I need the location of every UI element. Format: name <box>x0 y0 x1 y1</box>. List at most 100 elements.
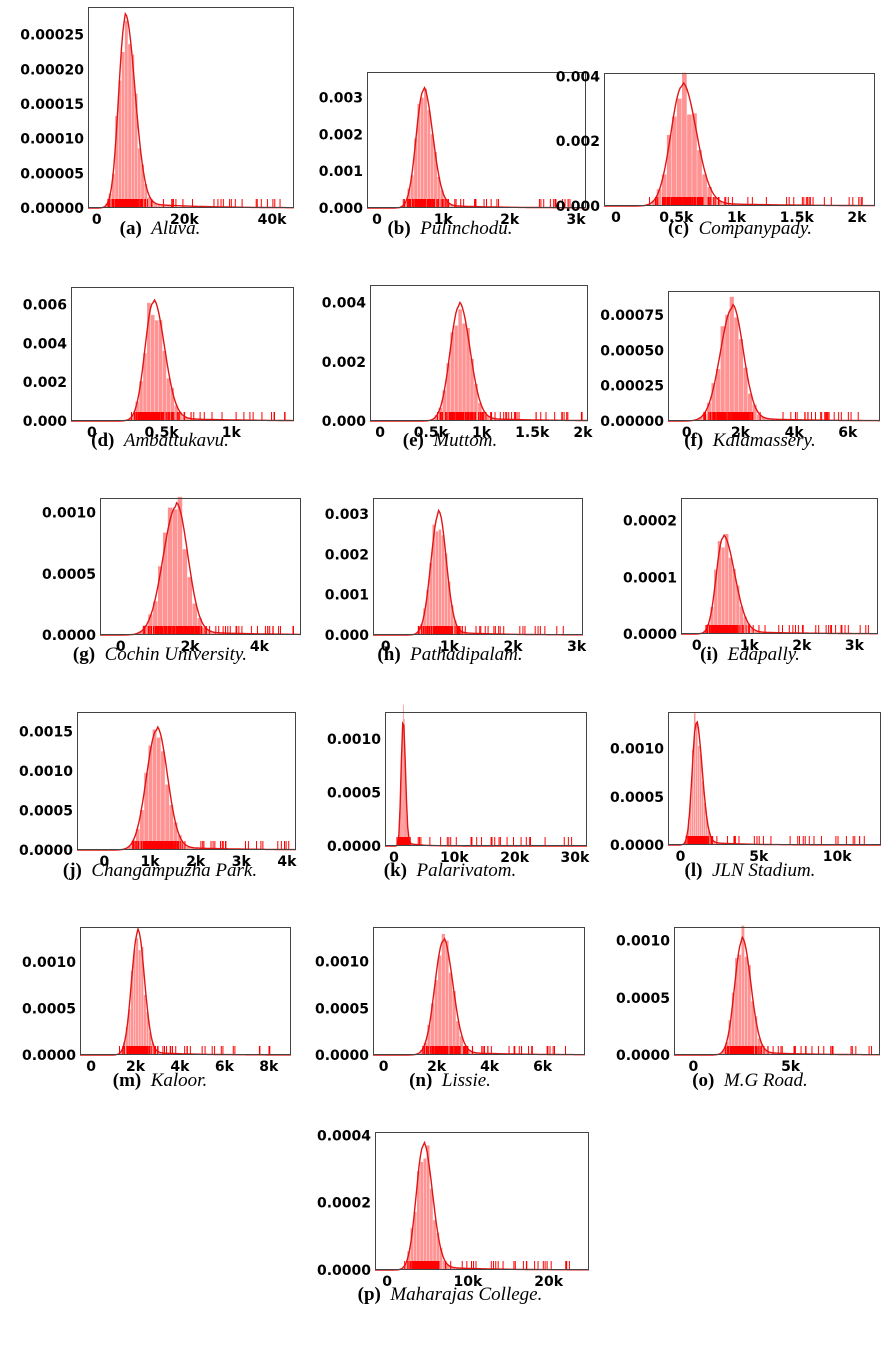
histogram-bar <box>722 1049 725 1055</box>
y-tick-label: 0.0005 <box>22 1002 76 1018</box>
histogram-bar <box>697 150 702 206</box>
x-tick-label: 0.5k <box>414 425 449 441</box>
histogram-bar <box>402 723 403 846</box>
histogram-bar <box>426 589 429 635</box>
x-tick-label: 2k <box>186 854 206 870</box>
histogram-bar <box>161 751 165 850</box>
plot-svg: 0.000 0.001 0.002 0.003 0 1k 2k 3k <box>325 498 587 655</box>
histogram-bar <box>423 1042 427 1055</box>
subplot-caption: (g) Cochin University. <box>10 644 310 666</box>
caption-letter: (j) <box>62 860 82 881</box>
y-tick-label: 0.004 <box>23 336 68 352</box>
y-tick-label: 0.0010 <box>42 506 96 522</box>
kde-line <box>71 298 294 422</box>
histogram-bar <box>186 847 191 850</box>
histogram-bar <box>761 417 766 421</box>
y-tick-label: 0.0005 <box>19 804 73 820</box>
histogram-bar <box>744 956 748 1055</box>
y-tick-label: 0.0000 <box>317 1263 371 1279</box>
histogram-bar <box>687 818 690 845</box>
histogram-bar <box>151 314 155 421</box>
caption-letter: (g) <box>72 644 96 665</box>
x-tick-label: 0 <box>116 639 126 655</box>
histogram-bar <box>427 1024 431 1055</box>
x-tick-label: 1k <box>434 212 454 228</box>
histogram-bar <box>111 173 115 208</box>
rug-marks <box>130 412 286 421</box>
histogram-bar <box>429 562 433 635</box>
caption-station-name: Edapally. <box>727 644 800 665</box>
y-tick-label: 0.000 <box>319 201 364 217</box>
axes-frame <box>668 712 881 845</box>
kde-line <box>604 81 875 207</box>
subplot-12: 0.0000 0.0005 0.0010 0 5k 10k <box>610 712 881 865</box>
histogram-bar <box>105 203 109 208</box>
histogram-bar <box>404 1263 407 1270</box>
histogram-bar <box>141 946 144 1055</box>
caption-letter: (e) <box>402 430 424 451</box>
histogram-bar <box>410 175 414 208</box>
histogram-bar <box>426 1145 430 1270</box>
axes-frame <box>88 7 294 208</box>
histogram-bar <box>452 991 456 1055</box>
x-tick-label: 40k <box>258 212 287 228</box>
histogram-bar <box>767 1052 771 1055</box>
histogram-bar <box>757 414 762 421</box>
histogram-bar <box>137 148 141 208</box>
histogram-bar <box>169 805 174 850</box>
histogram-bar <box>706 402 712 421</box>
histogram-bar <box>157 204 161 208</box>
subplot-10: 0.0000 0.0005 0.0010 0.0015 0 1k 2k 3k 4k <box>19 712 297 870</box>
histogram-bar <box>462 323 466 421</box>
histogram-bar <box>406 813 408 846</box>
rug-marks <box>119 1046 271 1055</box>
subplot-caption: (a) Aluva. <box>10 218 310 240</box>
y-tick-label: 0.003 <box>319 91 363 107</box>
y-tick-label: 0.00000 <box>20 201 84 217</box>
histogram-bar <box>747 965 751 1055</box>
histogram-bar <box>716 369 721 421</box>
histogram-bar <box>186 417 190 421</box>
caption-station-name: Companypady. <box>698 218 813 239</box>
histogram-bar <box>414 138 418 208</box>
histogram-bar <box>442 390 447 421</box>
x-tick-label: 5k <box>749 849 769 865</box>
x-tick-label: 2k <box>573 425 593 441</box>
axes-frame <box>385 712 587 846</box>
caption-station-name: Kaloor. <box>150 1070 208 1091</box>
y-tick-label: 0.00025 <box>20 28 84 44</box>
kde-line <box>373 508 583 636</box>
x-tick-label: 1k <box>140 854 160 870</box>
y-tick-label: 0.002 <box>325 547 369 563</box>
histogram-bar <box>423 1158 427 1270</box>
histogram-bar <box>721 547 725 634</box>
histogram-bar <box>118 80 122 208</box>
y-tick-label: 0.0005 <box>42 567 96 583</box>
subplot-7: 0.0000 0.0005 0.0010 0 2k 4k <box>42 496 301 655</box>
axes-frame <box>668 291 880 421</box>
x-tick-label: 1k <box>440 639 460 655</box>
kde-line <box>373 937 585 1056</box>
y-tick-label: 0.003 <box>325 507 369 523</box>
histogram-bar <box>697 417 702 421</box>
histogram-bar <box>143 625 148 635</box>
histogram-bar <box>192 603 197 635</box>
subplot-caption: (n) Lissie. <box>300 1070 600 1092</box>
kde-line <box>80 926 291 1056</box>
axes-frame <box>604 73 875 206</box>
histogram-bar <box>691 749 694 845</box>
histogram-bar <box>120 1049 123 1055</box>
x-tick-label: 1.5k <box>780 210 815 226</box>
histogram-bar <box>410 1227 414 1270</box>
y-tick-label: 0.00015 <box>20 97 84 113</box>
y-tick-label: 0.000 <box>23 414 68 430</box>
y-tick-label: 0.0010 <box>616 934 670 950</box>
y-tick-label: 0.0000 <box>42 628 96 644</box>
histogram-bar <box>187 577 193 635</box>
x-tick-label: 3k <box>232 854 252 870</box>
histogram-bar <box>190 418 194 421</box>
histogram-bar <box>446 363 451 421</box>
histogram-bar <box>420 1161 424 1270</box>
y-tick-label: 0.006 <box>23 297 67 313</box>
histogram-bar <box>162 532 168 635</box>
